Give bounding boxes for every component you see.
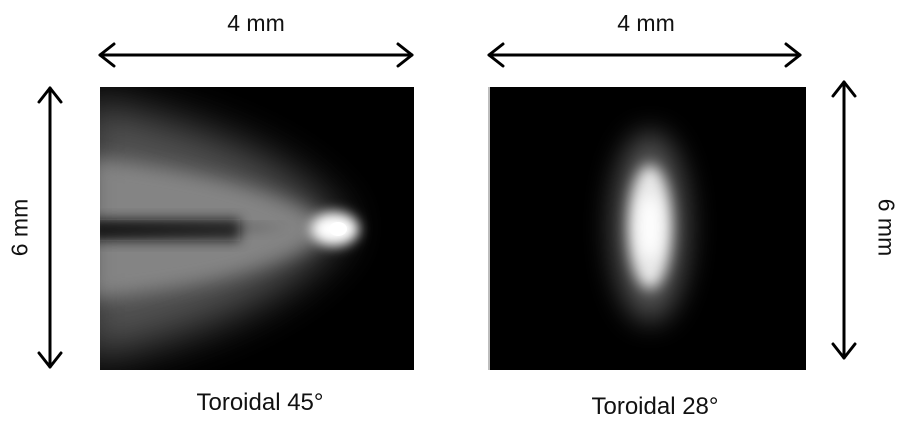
left-width-label: 4 mm [227,10,285,36]
left-width-arrow [98,42,414,68]
right-width-arrow [487,42,802,68]
right-beam-image [488,87,806,370]
left-height-arrow [37,86,63,369]
left-caption: Toroidal 45° [196,389,324,416]
right-height-arrow [831,80,857,360]
right-height-label: 6 mm [873,198,900,257]
left-height-label: 6 mm [6,198,33,257]
right-caption: Toroidal 28° [591,393,719,420]
right-width-label: 4 mm [617,10,675,36]
left-beam-image [100,87,414,370]
